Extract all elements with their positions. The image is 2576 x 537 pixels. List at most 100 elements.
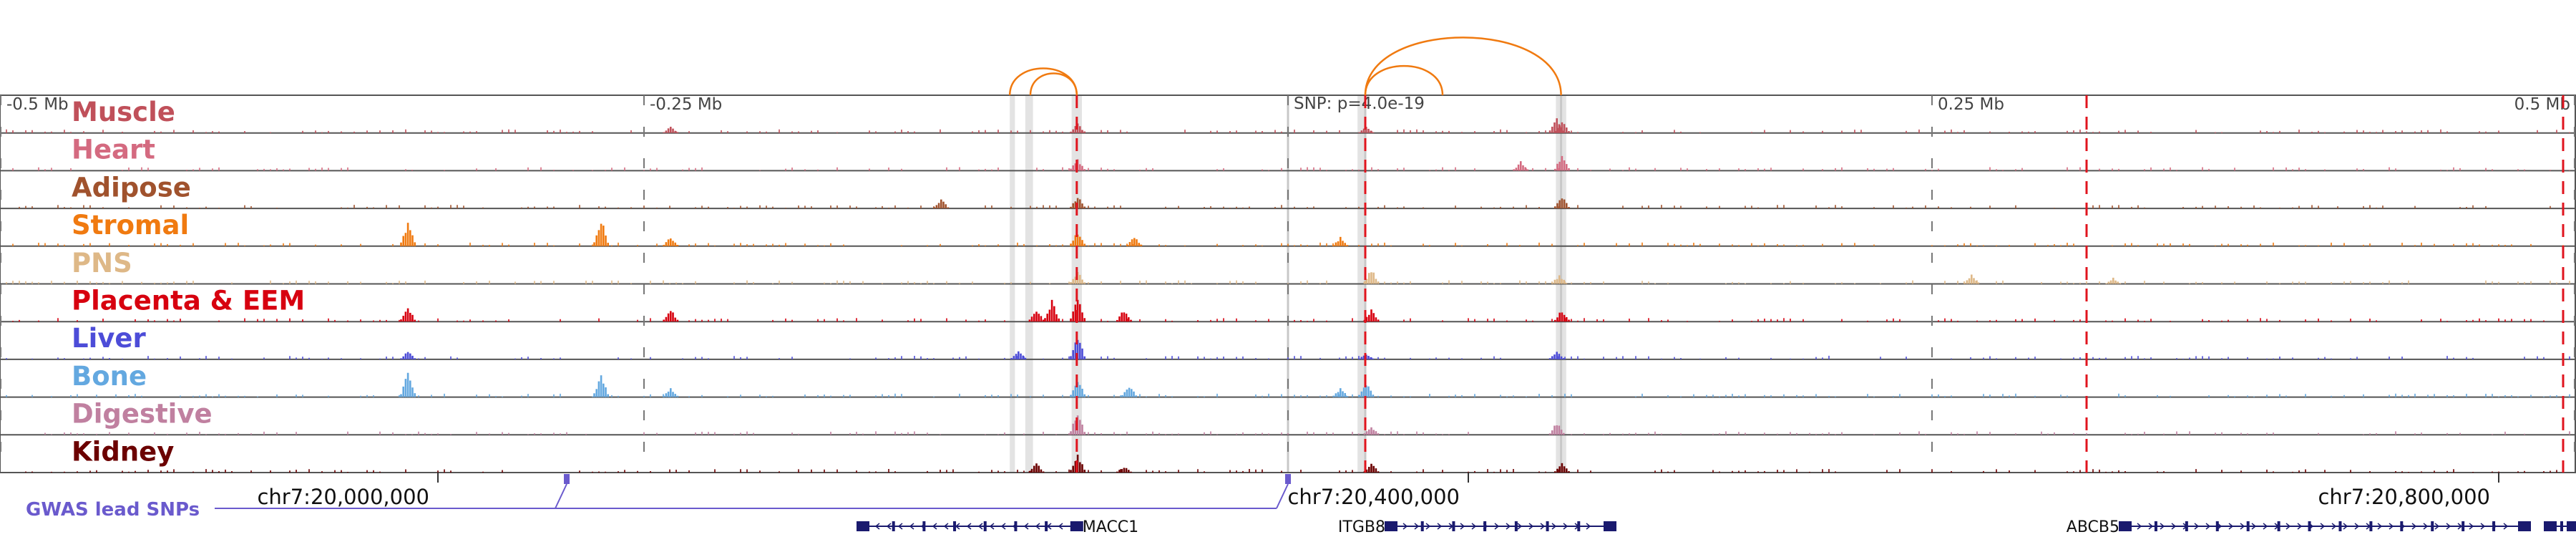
signal-peak-bar: [1022, 355, 1024, 359]
gene-exon: [1514, 521, 1518, 531]
signal-peak-bar: [1558, 200, 1561, 209]
signal-peak-bar: [674, 317, 676, 322]
signal-peak-bar: [411, 235, 414, 246]
signal-peak-bar: [1365, 385, 1367, 397]
signal-peak-bar: [667, 391, 670, 397]
signal-peak-bar: [1128, 241, 1131, 246]
signal-peak-bar: [1556, 127, 1558, 133]
signal-peak-bar: [1568, 207, 1570, 209]
track-signal-noise: [12, 242, 2564, 246]
gene-exon: [1483, 521, 1487, 531]
signal-peak-bar: [1566, 316, 1568, 322]
center-snp-label: SNP: p=4.0e-19: [1294, 95, 1425, 113]
signal-peak-bar: [1563, 160, 1566, 171]
signal-peak-bar: [670, 238, 672, 246]
signal-peak-bar: [1556, 317, 1558, 322]
gene-strand-chevron: [2308, 523, 2314, 530]
gene-strand-chevron: [2480, 523, 2486, 530]
gene-exon: [2154, 521, 2157, 531]
signal-peak-bar: [1046, 314, 1048, 322]
signal-peak-bar: [1554, 130, 1556, 133]
track-label: Adipose: [72, 172, 191, 203]
signal-peak-bar: [1554, 471, 1556, 473]
signal-peak-bar: [1363, 433, 1366, 435]
signal-peak-bar: [1083, 469, 1085, 473]
signal-peak-bar: [672, 241, 674, 246]
signal-peak-bar: [1561, 155, 1563, 171]
signal-peak-bar: [1563, 199, 1566, 209]
gwas-track-label: GWAS lead SNPs: [26, 499, 200, 521]
offset-tick-label: -0.25 Mb: [650, 95, 722, 114]
gene-strand-chevron: [1023, 523, 1029, 530]
signal-peak-bar: [1138, 243, 1140, 246]
signal-peak-bar: [1370, 427, 1372, 435]
signal-peak-bar: [1561, 463, 1563, 473]
signal-peak-bar: [1548, 130, 1551, 133]
signal-peak-bar: [676, 244, 679, 246]
signal-peak-bar: [1551, 282, 1553, 284]
signal-peak-bar: [1118, 316, 1121, 322]
gene-strand-chevron: [2148, 523, 2154, 530]
gene-strand-chevron: [1517, 523, 1523, 530]
signal-peak-bar: [1342, 391, 1344, 397]
signal-peak-bar: [1076, 234, 1079, 246]
signal-peak-bar: [1556, 118, 1558, 133]
signal-peak-bar: [1360, 357, 1363, 359]
gene-exon: [2369, 521, 2373, 531]
gene-strand-chevron: [1494, 523, 1500, 530]
signal-peak-bar: [667, 239, 670, 246]
signal-peak-bar: [674, 242, 676, 246]
signal-peak-bar: [1561, 122, 1563, 133]
signal-peak-bar: [1975, 280, 1977, 284]
signal-peak-bar: [1553, 354, 1556, 359]
signal-peak-bar: [1081, 240, 1083, 246]
track-signal-noise: [0, 431, 2570, 435]
signal-peak-bar: [935, 205, 938, 209]
signal-peak-bar: [1377, 433, 1380, 435]
signal-peak-bar: [1551, 356, 1553, 359]
signal-peak-bar: [595, 235, 597, 246]
gene-exon: [2215, 521, 2219, 531]
signal-peak-bar: [400, 242, 402, 246]
gene-strand-chevron: [1414, 523, 1420, 530]
gene-strand-chevron: [2331, 523, 2337, 530]
loop-arc: [1029, 72, 1078, 96]
signal-peak-bar: [674, 394, 676, 397]
signal-peak-bar: [1015, 354, 1018, 359]
signal-peak-bar: [1058, 318, 1060, 322]
signal-peak-bar: [1360, 391, 1363, 397]
gene-exon: [2431, 521, 2434, 531]
signal-peak-bar: [1072, 129, 1074, 133]
gene-strand-chevron: [2411, 523, 2417, 530]
loop-arc: [1364, 65, 1444, 96]
signal-peak-bar: [1372, 313, 1375, 322]
signal-peak-bar: [1977, 282, 1980, 284]
signal-peak-bar: [2119, 283, 2122, 284]
signal-peak-bar: [1128, 317, 1130, 322]
gene-exon: [1420, 521, 1424, 531]
signal-peak-bar: [1136, 239, 1138, 246]
signal-peak-bar: [1070, 395, 1072, 397]
signal-peak-bar: [1526, 169, 1529, 171]
signal-peak-bar: [1522, 165, 1524, 171]
signal-peak-bar: [1368, 467, 1370, 473]
signal-peak-bar: [1568, 168, 1570, 171]
gene-strand-chevron: [897, 523, 903, 530]
signal-peak-bar: [1079, 164, 1081, 171]
track-label: Heart: [72, 135, 155, 165]
signal-peak-bar: [1368, 429, 1370, 435]
gene-exon: [2567, 521, 2576, 531]
signal-peak-bar: [1028, 470, 1031, 473]
signal-peak-bar: [1563, 279, 1565, 284]
signal-peak-bar: [1116, 471, 1118, 473]
gene-strand-chevron: [989, 523, 995, 530]
gene-strand-chevron: [1551, 523, 1557, 530]
signal-peak-bar: [1072, 311, 1074, 322]
signal-peak-bar: [1018, 351, 1020, 359]
signal-peak-bar: [1365, 316, 1368, 322]
signal-peak-bar: [1118, 470, 1121, 473]
signal-peak-bar: [1362, 387, 1365, 397]
signal-peak-bar: [667, 313, 670, 322]
signal-peak-bar: [1070, 470, 1072, 473]
signal-peak-bar: [1365, 469, 1368, 473]
